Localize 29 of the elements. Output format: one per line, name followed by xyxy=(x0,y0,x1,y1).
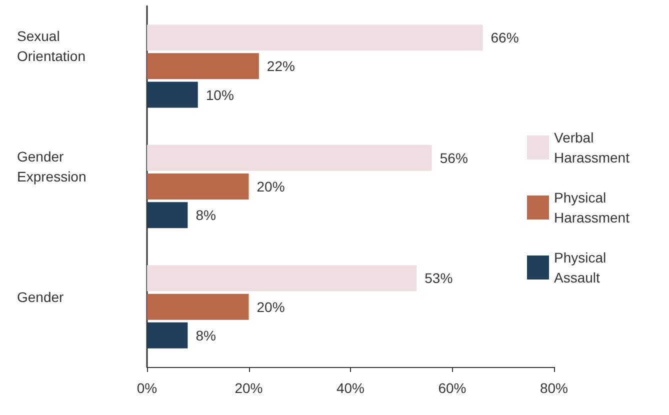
legend-label: Verbal Harassment xyxy=(554,130,630,166)
data-label: 66% xyxy=(490,30,519,46)
bar xyxy=(147,322,188,348)
data-label: 8% xyxy=(196,207,216,224)
data-label: 53% xyxy=(424,270,453,286)
bar xyxy=(147,82,198,108)
data-label: 10% xyxy=(206,86,234,103)
bar xyxy=(147,174,249,200)
bar xyxy=(147,24,483,51)
y-tick-label: Sexual Orientation xyxy=(17,28,86,64)
legend-label: Physical Assault xyxy=(554,250,610,286)
y-tick-label: Gender Expression xyxy=(17,148,86,184)
x-tick-label: 60% xyxy=(438,380,466,396)
data-label: 20% xyxy=(256,298,285,315)
bar xyxy=(147,202,188,228)
bar xyxy=(147,144,432,171)
data-label: 20% xyxy=(256,178,285,194)
y-tick-label: Gender xyxy=(17,288,64,305)
bar xyxy=(147,265,417,292)
data-label: 56% xyxy=(440,150,468,166)
x-tick-label: 80% xyxy=(540,380,568,396)
bar xyxy=(147,53,259,80)
x-tick-label: 40% xyxy=(336,380,365,396)
x-tick-label: 0% xyxy=(136,380,158,396)
data-label: 22% xyxy=(266,58,295,74)
x-tick-label: 20% xyxy=(234,380,263,396)
bar xyxy=(147,294,249,320)
data-label: 8% xyxy=(196,327,216,344)
legend-label: Physical Harassment xyxy=(554,190,630,226)
